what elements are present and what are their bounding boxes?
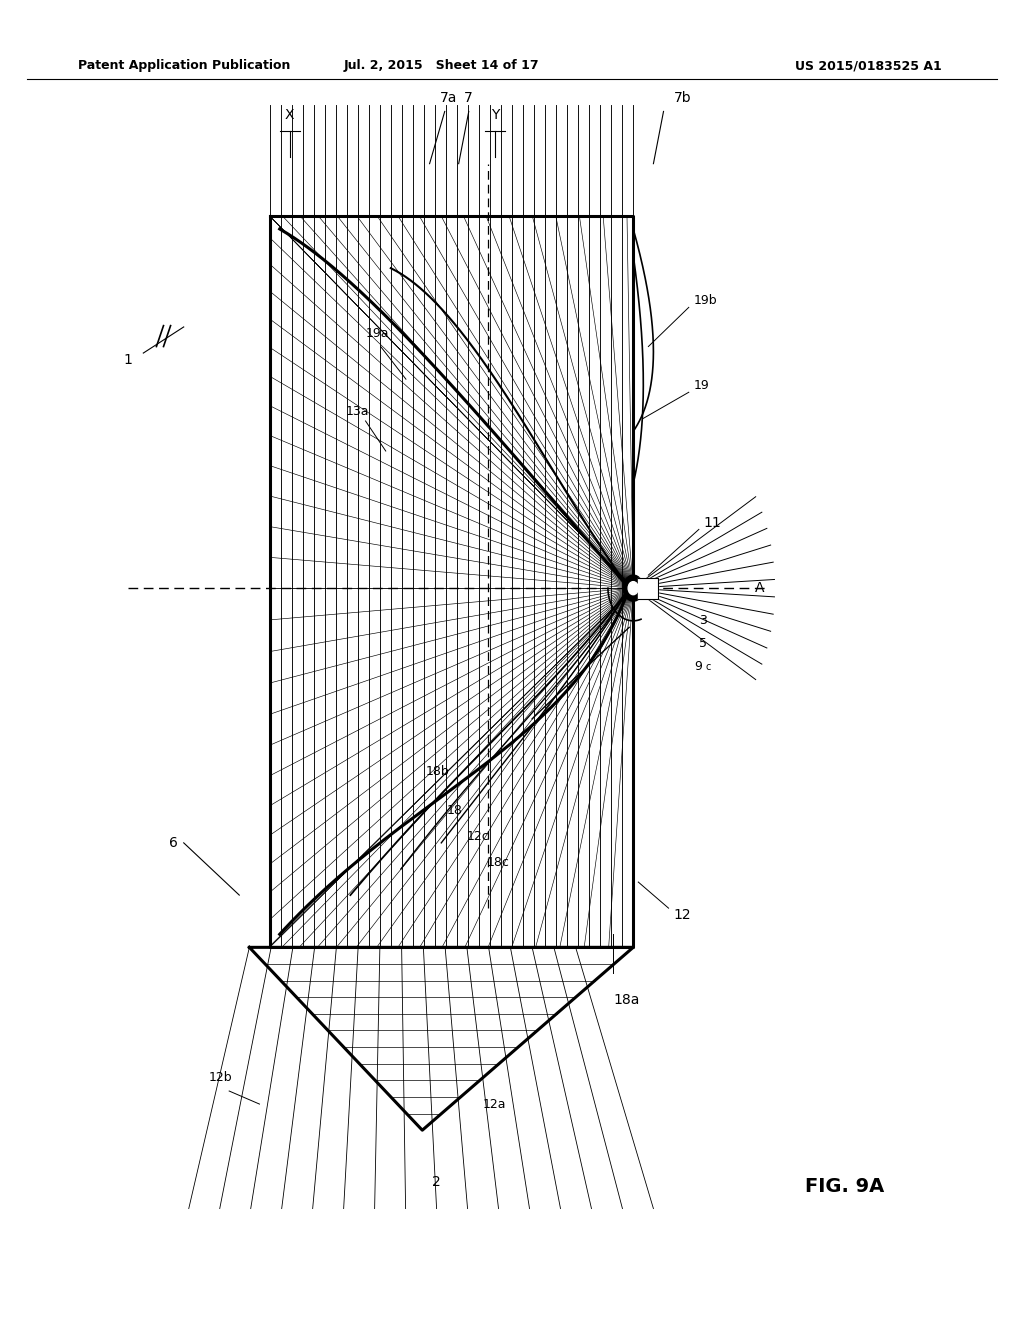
- Text: Y: Y: [490, 108, 500, 121]
- Text: 18b: 18b: [426, 764, 450, 777]
- Text: 12a: 12a: [483, 1097, 507, 1110]
- Text: US 2015/0183525 A1: US 2015/0183525 A1: [795, 59, 942, 73]
- Text: 11: 11: [703, 516, 722, 529]
- Text: 9: 9: [694, 660, 701, 673]
- Circle shape: [628, 582, 638, 595]
- Text: FIG. 9A: FIG. 9A: [805, 1176, 884, 1196]
- Text: 12: 12: [674, 908, 691, 921]
- Text: Patent Application Publication: Patent Application Publication: [78, 59, 290, 73]
- Text: 6: 6: [169, 836, 177, 850]
- Text: 13a: 13a: [345, 405, 369, 418]
- Text: 18c: 18c: [486, 855, 510, 869]
- Text: 3: 3: [698, 614, 707, 627]
- Text: 18a: 18a: [613, 993, 639, 1007]
- Text: 19b: 19b: [694, 294, 718, 308]
- Text: 2: 2: [432, 1175, 441, 1189]
- Text: A: A: [755, 581, 764, 595]
- Text: 7b: 7b: [674, 91, 691, 104]
- Text: X: X: [285, 108, 295, 121]
- Text: 5: 5: [698, 636, 707, 649]
- Text: c: c: [706, 661, 712, 672]
- Text: 18: 18: [446, 804, 462, 817]
- Text: 1: 1: [123, 352, 132, 367]
- Text: 7a: 7a: [439, 91, 457, 104]
- Text: 7: 7: [464, 91, 472, 104]
- Circle shape: [624, 576, 643, 601]
- Text: Jul. 2, 2015   Sheet 14 of 17: Jul. 2, 2015 Sheet 14 of 17: [343, 59, 539, 73]
- Polygon shape: [638, 578, 658, 598]
- Text: 19a: 19a: [366, 327, 389, 341]
- Text: 19: 19: [694, 379, 710, 392]
- Text: 12c: 12c: [467, 830, 489, 843]
- Text: 12b: 12b: [209, 1072, 232, 1085]
